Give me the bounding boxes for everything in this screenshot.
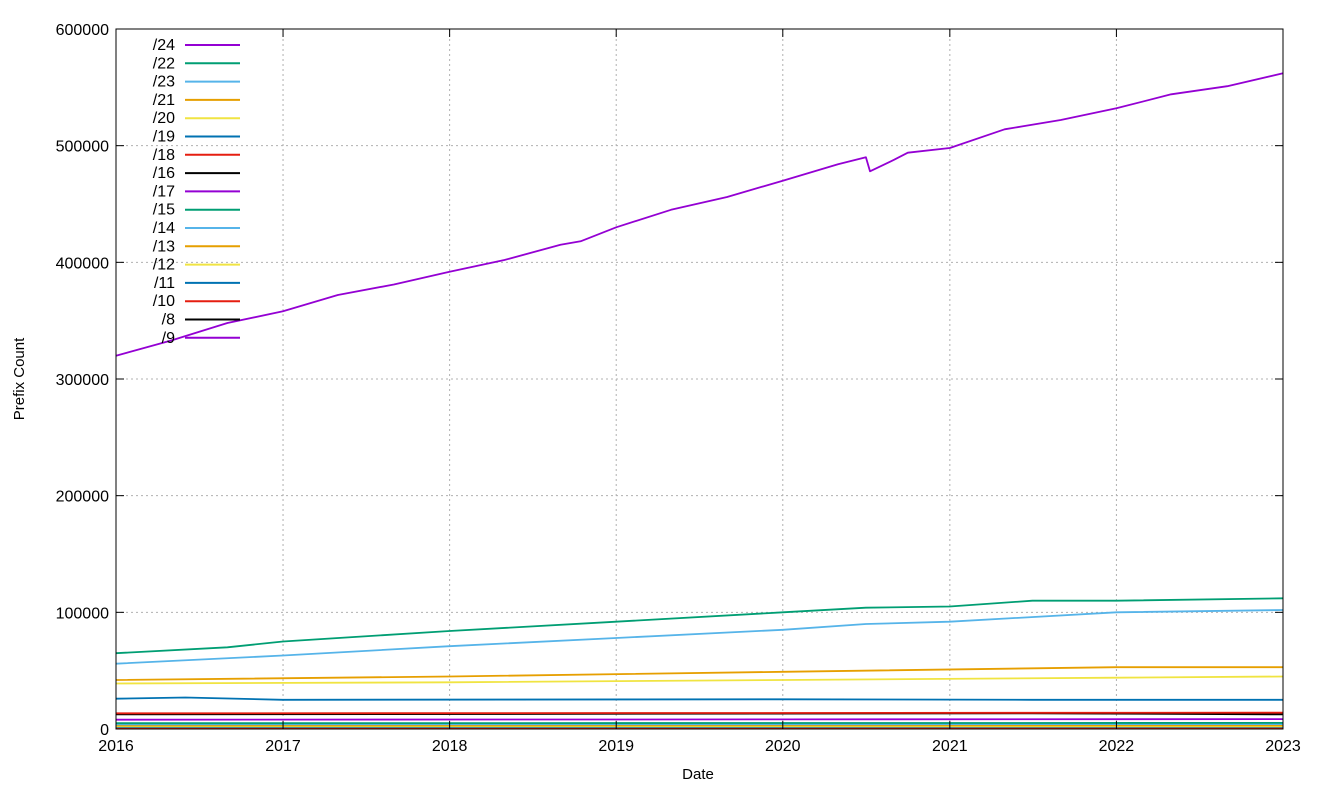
- series-line-slash-21: [115, 666, 1283, 681]
- series-line-slash-23: [115, 609, 1284, 665]
- x-tick-label: 2021: [932, 738, 968, 755]
- x-tick-label: 2018: [432, 738, 468, 755]
- series-line-slash-17: [115, 718, 1284, 721]
- legend-label: /22: [153, 55, 175, 72]
- y-tick-label: 600000: [56, 22, 109, 39]
- series-line-slash-18: [115, 711, 1284, 715]
- series-line-slash-20: [115, 675, 1284, 685]
- y-tick-label: 300000: [56, 372, 109, 389]
- series-line-slash-22: [115, 597, 1284, 655]
- x-tick-label: 2020: [765, 738, 801, 755]
- y-tick-label: 100000: [56, 605, 109, 622]
- legend-label: /16: [153, 165, 175, 182]
- legend-label: /12: [153, 257, 175, 274]
- x-tick-label: 2017: [265, 738, 301, 755]
- x-tick-label: 2022: [1099, 738, 1135, 755]
- legend-label: /21: [153, 92, 175, 109]
- series-line-slash-24: [115, 72, 1284, 357]
- y-axis-ticks: 0 100000 200000 300000 400000 500000 600000: [56, 22, 1283, 739]
- x-tick-label: 2023: [1265, 738, 1301, 755]
- y-axis-label: Prefix Count: [11, 337, 28, 420]
- legend-label: /20: [153, 110, 175, 127]
- legend-label: /10: [153, 293, 175, 310]
- legend-label: /19: [153, 129, 175, 146]
- y-tick-label: 200000: [56, 489, 109, 506]
- series-layer: [115, 72, 1284, 730]
- legend-label: /24: [153, 37, 175, 54]
- legend-label: /13: [153, 238, 175, 255]
- legend-label: /23: [153, 74, 175, 91]
- legend-label: /11: [154, 275, 175, 292]
- y-tick-label: 400000: [56, 255, 109, 272]
- y-tick-label: 500000: [56, 139, 109, 156]
- legend-label: /18: [153, 147, 175, 164]
- legend-label: /17: [153, 183, 175, 200]
- legend-label: /15: [153, 202, 175, 219]
- legend-label: /8: [162, 312, 175, 329]
- x-tick-label: 2019: [598, 738, 634, 755]
- x-axis-label: Date: [682, 766, 714, 783]
- grid: [116, 29, 1283, 729]
- x-axis-ticks: 2016 2017 2018 2019 2020 2021 2022 2023: [98, 29, 1301, 755]
- series-line-slash-19: [115, 696, 1283, 701]
- y-tick-label: 0: [100, 722, 109, 739]
- legend: /24/22/23/21/20/19/18/16/17/15/14/13/12/…: [153, 37, 240, 347]
- legend-label: /14: [153, 220, 175, 237]
- x-tick-label: 2016: [98, 738, 134, 755]
- legend-label: /9: [162, 330, 175, 347]
